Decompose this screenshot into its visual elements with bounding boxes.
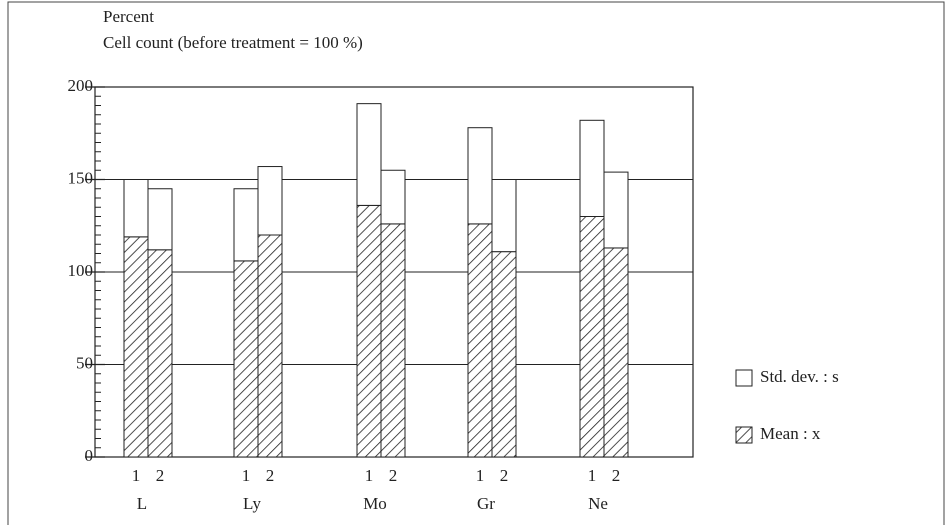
y-tick-label: 200 — [68, 76, 94, 95]
bar-segment — [603, 171, 629, 249]
legend-swatch — [735, 426, 753, 444]
x-tick-label: Mo — [363, 494, 387, 513]
x-sub-label: 2 — [156, 466, 165, 485]
x-tick-label: Ne — [588, 494, 608, 513]
bar-segment — [233, 260, 259, 458]
bar-segment — [147, 188, 173, 251]
outer-border — [7, 1, 945, 530]
bar-segment — [467, 223, 493, 458]
bar-segment — [147, 249, 173, 458]
bar-segment — [491, 179, 517, 253]
x-sub-label: 1 — [365, 466, 374, 485]
bar-segment — [491, 251, 517, 458]
chart-subtitle: Cell count (before treatment = 100 %) — [103, 33, 363, 52]
x-sub-label: 1 — [588, 466, 597, 485]
y-tick-label: 0 — [85, 446, 94, 465]
legend-label: Mean : x — [760, 424, 821, 443]
y-tick-label: 100 — [68, 261, 94, 280]
y-tick-label: 150 — [68, 168, 94, 187]
bar-segment — [257, 166, 283, 236]
x-sub-label: 1 — [476, 466, 485, 485]
bar-segment — [233, 188, 259, 262]
bar-segment — [579, 119, 605, 217]
bar-segment — [603, 247, 629, 458]
bar-segment — [380, 223, 406, 458]
x-sub-label: 2 — [389, 466, 398, 485]
x-tick-label: Gr — [477, 494, 495, 513]
bar-segment — [257, 234, 283, 458]
x-sub-label: 2 — [266, 466, 275, 485]
bar-segment — [356, 204, 382, 458]
y-tick-label: 50 — [76, 353, 93, 372]
x-tick-label: Ly — [243, 494, 261, 513]
legend-swatch — [735, 369, 753, 387]
bar-segment — [356, 103, 382, 206]
chart-title: Percent — [103, 7, 154, 26]
x-sub-label: 2 — [500, 466, 509, 485]
bar-segment — [380, 169, 406, 225]
x-sub-label: 1 — [132, 466, 141, 485]
x-sub-label: 2 — [612, 466, 621, 485]
legend-label: Std. dev. : s — [760, 367, 839, 386]
bar-segment — [579, 216, 605, 458]
bar-segment — [123, 236, 149, 458]
bar-segment — [467, 127, 493, 225]
x-tick-label: L — [137, 494, 147, 513]
x-sub-label: 1 — [242, 466, 251, 485]
bar-segment — [123, 179, 149, 238]
